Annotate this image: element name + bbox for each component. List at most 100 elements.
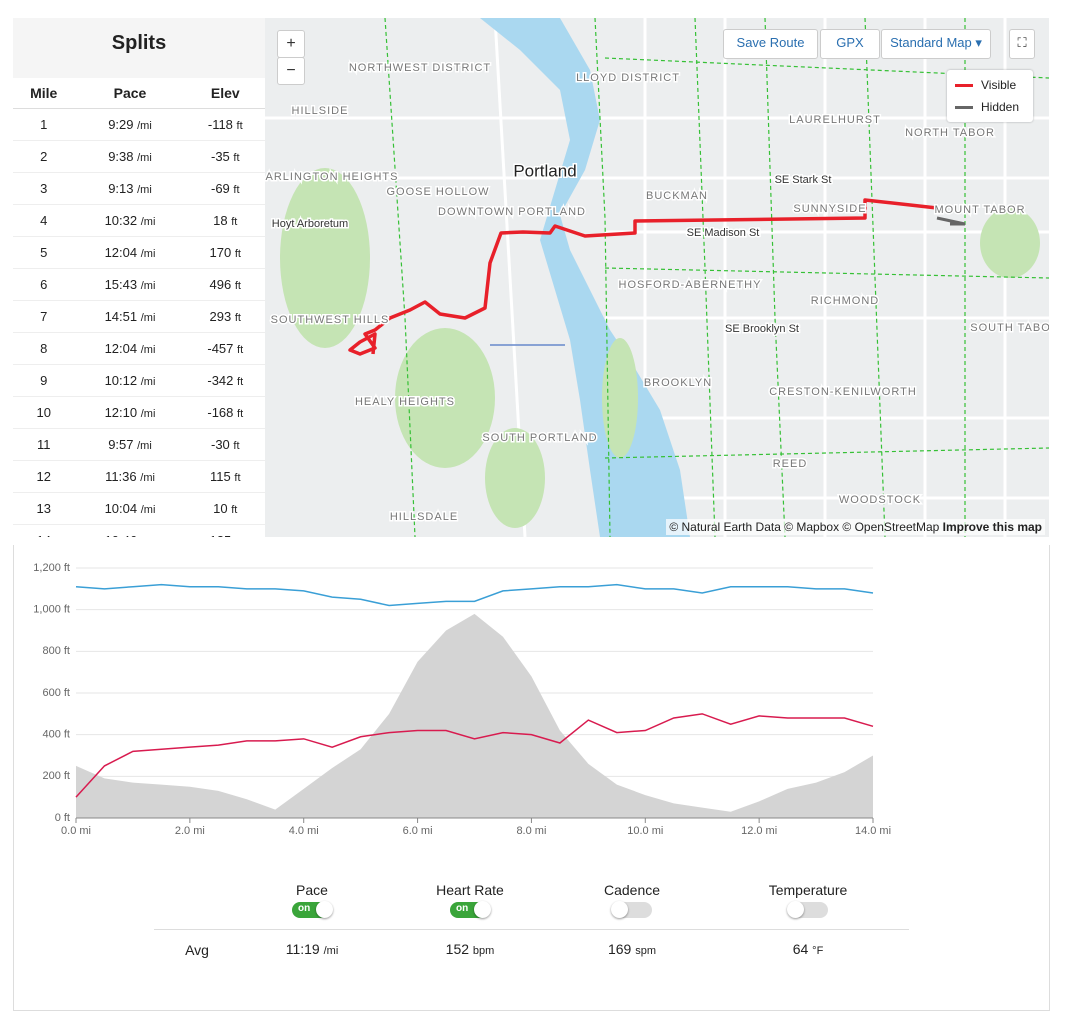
map-label: BUCKMAN bbox=[646, 190, 708, 202]
avg-label: Avg bbox=[185, 942, 209, 958]
avg-number: 152 bbox=[445, 941, 470, 957]
pace-value: 15:43 bbox=[104, 277, 138, 292]
legend-item: Visible bbox=[955, 78, 1016, 92]
switch bbox=[611, 901, 652, 918]
pace: 12:04 /mi bbox=[74, 332, 186, 365]
map-label: WOODSTOCK bbox=[839, 494, 921, 506]
zoom-in[interactable]: + bbox=[277, 30, 305, 58]
switch: on bbox=[450, 901, 491, 918]
pace: 9:38 /mi bbox=[74, 140, 186, 173]
pace-unit: /mi bbox=[137, 440, 152, 452]
chart-panel: 0 ft 200 ft 400 ft 600 ft 800 ft 1,000 ft 1,20… bbox=[13, 545, 1050, 1011]
line bbox=[75, 583, 874, 607]
elev-unit: ft bbox=[236, 120, 243, 132]
map-legend: Visible Hidden bbox=[947, 70, 1033, 122]
map-label: BROOKLYN bbox=[644, 377, 712, 389]
elev-unit: ft bbox=[231, 216, 238, 228]
switch-knob bbox=[787, 901, 804, 918]
column-header: Mile bbox=[13, 78, 75, 109]
split-row: 6 15:43 /mi 496 ft bbox=[13, 268, 265, 301]
x-tick-label: 6.0 mi bbox=[403, 825, 433, 837]
toggle[interactable]: Heart Rate on bbox=[410, 882, 530, 921]
toggle-label: Pace bbox=[296, 882, 328, 898]
y-tick-label: 800 ft bbox=[42, 645, 70, 657]
elev-value: -35 bbox=[211, 149, 230, 164]
elev: -69 ft bbox=[185, 172, 265, 205]
map-label: HILLSDALE bbox=[390, 511, 458, 523]
elev: -118 ft bbox=[185, 108, 265, 141]
elev-value: 125 bbox=[210, 533, 232, 537]
map-label: SE Madison St bbox=[687, 227, 760, 239]
map-label: SOUTH TABOR bbox=[970, 322, 1049, 334]
elev: 115 ft bbox=[185, 460, 265, 493]
map[interactable]: NORTHWEST DISTRICT LLOYD DISTRICT HILLSIDE… bbox=[265, 18, 1049, 537]
elev-unit: ft bbox=[233, 184, 240, 196]
map-label: SE Brooklyn St bbox=[725, 323, 799, 335]
map-canvas: NORTHWEST DISTRICT LLOYD DISTRICT HILLSIDE… bbox=[265, 18, 1049, 537]
elev-value: -118 bbox=[207, 117, 233, 132]
y-tick-label: 1,000 ft bbox=[33, 604, 70, 616]
pace: 15:43 /mi bbox=[74, 268, 186, 301]
elev-value: 170 bbox=[209, 245, 232, 260]
elev-value: -342 bbox=[207, 373, 234, 388]
map-label: RICHMOND bbox=[811, 295, 880, 307]
fullscreen-button[interactable]: ⛶ bbox=[1009, 29, 1035, 59]
mile: 7 bbox=[13, 300, 75, 333]
pace: 9:29 /mi bbox=[74, 108, 186, 141]
elev: -457 ft bbox=[185, 332, 265, 365]
x-tick-label: 4.0 mi bbox=[289, 825, 319, 837]
pace-value: 10:32 bbox=[104, 213, 138, 228]
elev: -342 ft bbox=[185, 364, 265, 397]
y-tick-label: 400 ft bbox=[42, 729, 70, 741]
legend-label: Hidden bbox=[981, 100, 1020, 114]
pace-value: 14:51 bbox=[104, 309, 138, 324]
avg-number: 169 bbox=[607, 941, 632, 957]
pace-value: 10:12 bbox=[104, 373, 138, 388]
elev: -30 ft bbox=[185, 428, 265, 461]
mile: 4 bbox=[13, 204, 75, 237]
map-label: SE Stark St bbox=[775, 174, 832, 186]
splits-panel: Splits Mile Pace Elev 1 9:29 /mi -118 ft 2 9:38… bbox=[13, 18, 265, 537]
mile: 13 bbox=[13, 492, 75, 525]
elev: 10 ft bbox=[185, 492, 265, 525]
legend-item: Hidden bbox=[955, 100, 1019, 114]
zoom-out[interactable]: − bbox=[277, 57, 305, 85]
pace: 12:10 /mi bbox=[74, 396, 186, 429]
avg-number: 64 bbox=[792, 941, 809, 957]
elev: -168 ft bbox=[185, 396, 265, 429]
avg-unit: spm bbox=[635, 945, 657, 957]
toggle[interactable]: Pace on bbox=[252, 882, 372, 921]
map-style-button[interactable]: Standard Map ▾ bbox=[881, 29, 991, 59]
map-label: LAURELHURST bbox=[789, 114, 881, 126]
chart: 0 ft 200 ft 400 ft 600 ft 800 ft 1,000 ft 1,20… bbox=[33, 562, 891, 837]
map-label: LLOYD DISTRICT bbox=[576, 72, 680, 84]
x-tick-label: 2.0 mi bbox=[175, 825, 205, 837]
improve-link[interactable]: Improve this map bbox=[942, 520, 1042, 534]
map-label: CRESTON-KENILWORTH bbox=[769, 386, 917, 398]
pace: 9:57 /mi bbox=[74, 428, 186, 461]
pace-value: 9:29 bbox=[108, 117, 134, 132]
split-row: 13 10:04 /mi 10 ft bbox=[13, 492, 265, 525]
splits-table: Mile Pace Elev 1 9:29 /mi -118 ft 2 9:38 /mi -35… bbox=[13, 78, 265, 537]
button-label: Standard Map bbox=[890, 35, 972, 50]
mile: 8 bbox=[13, 332, 75, 365]
pace-value: 12:10 bbox=[104, 405, 138, 420]
pace: 10:12 /mi bbox=[74, 364, 186, 397]
mile: 3 bbox=[13, 172, 75, 205]
x-tick-label: 14.0 mi bbox=[855, 825, 891, 837]
map-label: GOOSE HOLLOW bbox=[386, 186, 489, 198]
pace-unit: /mi bbox=[141, 536, 156, 537]
map-label: SOUTH PORTLAND bbox=[482, 432, 597, 444]
legend-swatch bbox=[955, 84, 973, 88]
gpx-button[interactable]: GPX bbox=[820, 29, 880, 59]
toggle[interactable]: Cadence bbox=[572, 882, 692, 921]
split-row: 3 9:13 /mi -69 ft bbox=[13, 172, 265, 205]
save-route-button[interactable]: Save Route bbox=[723, 29, 818, 59]
pace-unit: /mi bbox=[140, 312, 156, 324]
avg-value: 11:19 /mi bbox=[242, 941, 382, 957]
split-row: 2 9:38 /mi -35 ft bbox=[13, 140, 265, 173]
toggle[interactable]: Temperature bbox=[748, 882, 868, 921]
pace: 11:36 /mi bbox=[74, 460, 186, 493]
x-tick-label: 0.0 mi bbox=[61, 825, 91, 837]
